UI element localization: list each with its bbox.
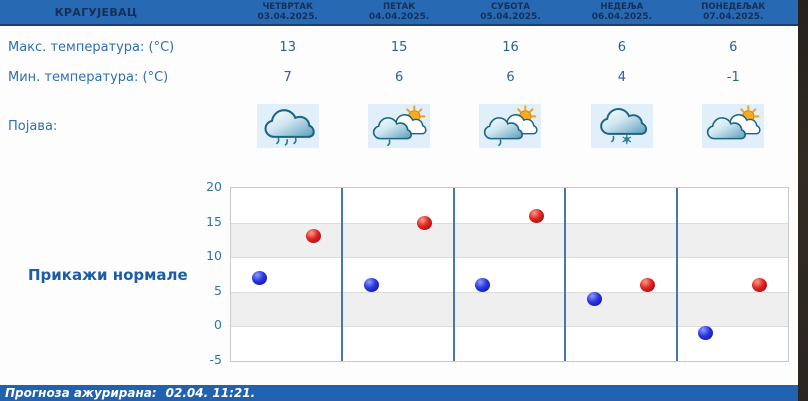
min-temp-point xyxy=(252,270,268,285)
day-name: СУБОТА xyxy=(491,1,530,12)
max-temp-point xyxy=(305,229,321,244)
max-temp-value: 16 xyxy=(502,40,519,55)
max-temp-value: 15 xyxy=(390,40,408,55)
cloud-rain-icon xyxy=(256,104,319,148)
header-days: ЧЕТВРТАК 03.04.2025. ПЕТАК 04.04.2025. СУБОТ… xyxy=(232,0,798,24)
y-axis-tick-label: 15 xyxy=(206,213,222,229)
rain-glyph xyxy=(264,109,315,146)
phenomena-cell xyxy=(566,104,677,148)
max-temp-row: Макс. температура: (°C) 13 15 16 6 6 xyxy=(0,40,798,55)
chart-band xyxy=(231,291,788,327)
chart-band xyxy=(231,222,788,258)
min-temp-value: -1 xyxy=(726,70,740,85)
day-name: ПЕТАК xyxy=(382,1,416,12)
day-name: НЕДЕЉА xyxy=(600,1,644,12)
forecast-updated-label: Прогноза ажурирана: xyxy=(5,386,157,400)
phenomena-label: Појава: xyxy=(8,118,58,134)
max-temp-point xyxy=(417,215,433,230)
day-date: 07.04.2025. xyxy=(703,12,764,22)
max-temp-point xyxy=(751,277,767,292)
sun-cloud-rain-icon xyxy=(368,104,431,148)
footer-status-bar: Прогноза ажурирана: 02.04. 11:21. xyxy=(0,385,798,401)
day-header-4: НЕДЕЉА 06.04.2025. xyxy=(566,0,677,24)
max-temp-value: 13 xyxy=(279,40,296,55)
max-temp-value: 6 xyxy=(729,40,738,55)
y-axis-tick-label: -5 xyxy=(209,352,222,367)
day-date: 04.04.2025. xyxy=(368,12,430,22)
day-separator-line xyxy=(341,188,344,361)
day-header-3: СУБОТА 05.04.2025. xyxy=(455,0,566,24)
min-temp-value: 6 xyxy=(506,70,515,85)
min-temp-values: 7 6 6 4 -1 xyxy=(232,70,798,85)
city-name: КРАГУЈЕВАЦ xyxy=(54,5,138,19)
max-temp-point xyxy=(640,277,656,292)
min-temp-value: 6 xyxy=(394,70,404,85)
chart-band xyxy=(231,188,788,223)
day-header-2: ПЕТАК 04.04.2025. xyxy=(343,0,454,24)
cloud-sleet-icon xyxy=(590,104,653,148)
phenomena-cell xyxy=(232,104,343,148)
min-temp-label: Мин. температура: (°C) xyxy=(8,70,169,85)
chart-plot-area xyxy=(230,187,789,362)
phenomena-cell xyxy=(343,104,454,148)
min-temp-point xyxy=(586,291,602,306)
day-name: ЧЕТВРТАК xyxy=(262,1,313,12)
sleet-glyph xyxy=(600,108,647,145)
phenomena-cell xyxy=(678,104,789,148)
sun-rain-glyph xyxy=(372,105,427,147)
day-date: 03.04.2025. xyxy=(257,12,318,22)
phenomena-cell xyxy=(455,104,566,148)
table-header-bar: КРАГУЈЕВАЦ ЧЕТВРТАК 03.04.2025. ПЕТАК 04.04… xyxy=(0,0,798,26)
min-temp-value: 7 xyxy=(283,70,292,85)
day-separator-line xyxy=(452,188,455,361)
sun-cloud-icon xyxy=(702,104,765,148)
max-temp-value: 6 xyxy=(617,40,626,55)
day-header-1: ЧЕТВРТАК 03.04.2025. xyxy=(232,0,343,24)
sun-rain-glyph xyxy=(484,105,539,147)
max-temp-values: 13 15 16 6 6 xyxy=(232,40,798,55)
min-temp-point xyxy=(698,326,714,341)
show-normals-link[interactable]: Прикажи нормале xyxy=(28,266,188,284)
city-header-cell: КРАГУЈЕВАЦ xyxy=(0,0,232,24)
max-temp-point xyxy=(528,208,544,223)
min-temp-point xyxy=(363,277,379,292)
day-name: ПОНЕДЕЉАК xyxy=(701,1,766,12)
day-date: 05.04.2025. xyxy=(480,12,541,22)
day-separator-line xyxy=(675,188,678,361)
chart-band xyxy=(231,326,788,361)
min-temp-point xyxy=(475,277,491,292)
forecast-updated-time: 02.04. 11:21. xyxy=(165,386,256,400)
day-separator-line xyxy=(564,188,567,361)
min-temp-row: Мин. температура: (°C) 7 6 6 4 -1 xyxy=(0,70,798,85)
phenomena-icons xyxy=(232,104,798,148)
sun-cloud-rain-icon xyxy=(479,104,542,148)
day-date: 06.04.2025. xyxy=(591,12,653,22)
max-temp-label: Макс. температура: (°C) xyxy=(8,40,175,55)
right-edge-strip xyxy=(798,0,808,401)
chart-band xyxy=(231,257,788,292)
y-axis-tick-label: 5 xyxy=(214,282,222,298)
min-temp-value: 4 xyxy=(617,70,626,85)
phenomena-row: Појава: xyxy=(0,104,798,148)
sun-cloud-glyph xyxy=(707,105,761,140)
y-axis-tick-label: 10 xyxy=(206,248,222,264)
y-axis-tick-label: 20 xyxy=(206,179,222,194)
y-axis-tick-label: 0 xyxy=(214,317,222,333)
day-header-5: ПОНЕДЕЉАК 07.04.2025. xyxy=(678,0,789,24)
